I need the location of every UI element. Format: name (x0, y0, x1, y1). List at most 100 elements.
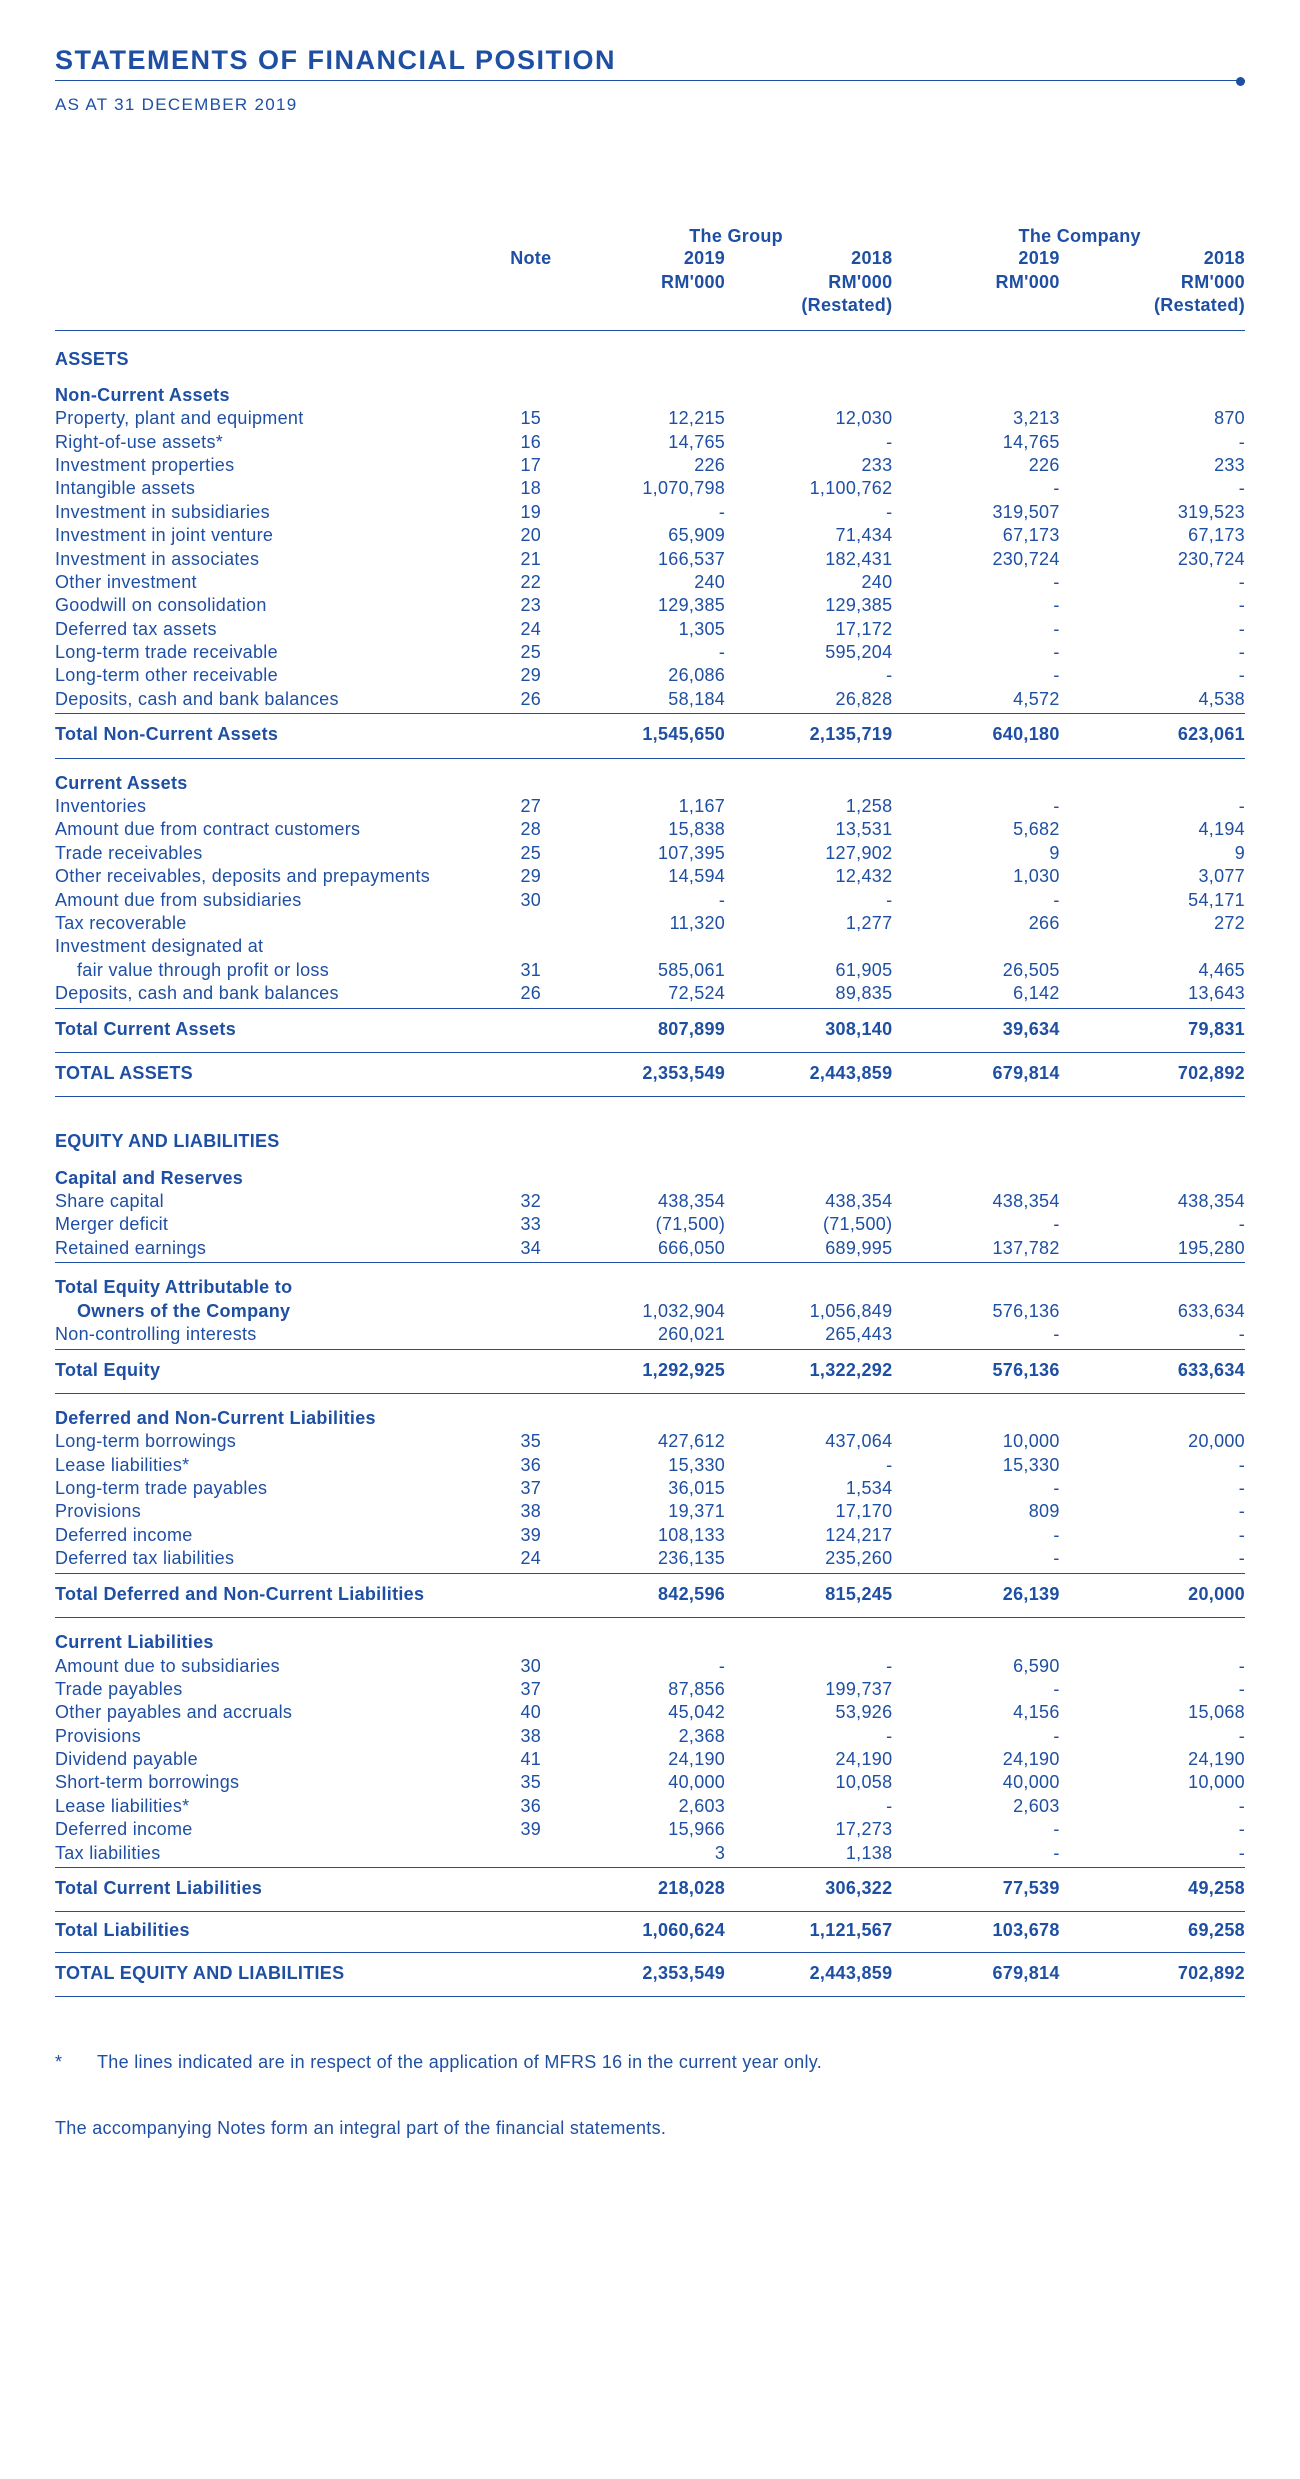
nci-label: Non-controlling interests (55, 1323, 486, 1346)
row-g18: 240 (743, 571, 910, 594)
total-eql-label: TOTAL EQUITY AND LIABILITIES (55, 1952, 486, 1994)
table-row: Goodwill on consolidation23129,385129,38… (55, 594, 1245, 617)
row-g19: 1,305 (576, 617, 743, 640)
row-c18: - (1078, 617, 1245, 640)
table-row: Right-of-use assets*1614,765-14,765- (55, 430, 1245, 453)
ca-last-label: Deposits, cash and bank balances (55, 982, 486, 1005)
row-g19: 40,000 (576, 1771, 743, 1794)
row-c19: - (910, 641, 1077, 664)
row-note: 35 (486, 1771, 576, 1794)
row-note: 26 (486, 688, 576, 711)
table-row: Long-term borrowings35427,612437,06410,0… (55, 1430, 1245, 1453)
row-g19: 45,042 (576, 1701, 743, 1724)
row-c18: - (1078, 1724, 1245, 1747)
row-c19: - (910, 795, 1077, 818)
row-c18: - (1078, 1454, 1245, 1477)
total-liab-label: Total Liabilities (55, 1912, 486, 1950)
row-g18: 437,064 (743, 1430, 910, 1453)
table-row: Other investment22240240-- (55, 571, 1245, 594)
row-c18: - (1078, 571, 1245, 594)
row-g19: 87,856 (576, 1678, 743, 1701)
row-label: Long-term other receivable (55, 664, 486, 687)
inv-designated-line2: fair value through profit or loss (55, 959, 486, 982)
row-label: Share capital (55, 1190, 486, 1213)
assets-header: ASSETS (55, 330, 1245, 371)
row-c19: 266 (910, 912, 1077, 935)
row-g19: 14,594 (576, 865, 743, 888)
row-note: 17 (486, 454, 576, 477)
footnotes: * The lines indicated are in respect of … (55, 2052, 1245, 2139)
row-g18: - (743, 430, 910, 453)
row-note (486, 1841, 576, 1864)
row-c18: - (1078, 594, 1245, 617)
row-note: 39 (486, 1818, 576, 1841)
row-label: Short-term borrowings (55, 1771, 486, 1794)
table-row: Tax recoverable11,3201,277266272 (55, 912, 1245, 935)
cl-rows: Amount due to subsidiaries30--6,590-Trad… (55, 1654, 1245, 1864)
row-c18: 24,190 (1078, 1748, 1245, 1771)
row-c18: 4,538 (1078, 688, 1245, 711)
table-row: Investment in subsidiaries19--319,507319… (55, 501, 1245, 524)
table-row: Amount due from contract customers2815,8… (55, 818, 1245, 841)
row-label: Amount due from subsidiaries (55, 888, 486, 911)
financial-table: The Group The Company Note 2019 2018 201… (55, 225, 1245, 1997)
row-label: Tax recoverable (55, 912, 486, 935)
row-c19: 24,190 (910, 1748, 1077, 1771)
row-c19: 9 (910, 842, 1077, 865)
col-g18: 2018 (743, 247, 910, 270)
row-label: Deferred income (55, 1524, 486, 1547)
row-label: Long-term trade receivable (55, 641, 486, 664)
row-c19: - (910, 888, 1077, 911)
row-note: 23 (486, 594, 576, 617)
row-g18: 129,385 (743, 594, 910, 617)
row-c18: - (1078, 477, 1245, 500)
row-c19: - (910, 571, 1077, 594)
table-row: Provisions3819,37117,170809- (55, 1500, 1245, 1523)
row-g19: 1,167 (576, 795, 743, 818)
row-g18: 182,431 (743, 547, 910, 570)
row-g18: 12,432 (743, 865, 910, 888)
company-header: The Company (910, 225, 1245, 247)
page-subtitle: AS AT 31 DECEMBER 2019 (55, 95, 1245, 115)
row-note: 38 (486, 1500, 576, 1523)
row-c19: 438,354 (910, 1190, 1077, 1213)
row-g18: - (743, 1724, 910, 1747)
inv-designated-line1: Investment designated at (55, 935, 486, 958)
row-c18: 9 (1078, 842, 1245, 865)
row-label: Right-of-use assets* (55, 430, 486, 453)
row-g19: 3 (576, 1841, 743, 1864)
eql-header: EQUITY AND LIABILITIES (55, 1113, 1245, 1153)
row-g19: 15,838 (576, 818, 743, 841)
table-row: Lease liabilities*362,603-2,603- (55, 1795, 1245, 1818)
row-g19: 15,966 (576, 1818, 743, 1841)
row-c18: - (1078, 430, 1245, 453)
row-g19: 240 (576, 571, 743, 594)
table-row: Amount due from subsidiaries30---54,171 (55, 888, 1245, 911)
table-row: Investment properties17226233226233 (55, 454, 1245, 477)
row-g18: - (743, 664, 910, 687)
row-c18: 3,077 (1078, 865, 1245, 888)
row-g19: - (576, 641, 743, 664)
title-rule (55, 80, 1245, 81)
row-c19: 14,765 (910, 430, 1077, 453)
row-c18: - (1078, 1547, 1245, 1570)
row-label: Dividend payable (55, 1748, 486, 1771)
row-g18: 17,273 (743, 1818, 910, 1841)
table-row: Deferred tax liabilities24236,135235,260… (55, 1547, 1245, 1570)
row-g19: - (576, 501, 743, 524)
table-row: Investment in associates21166,537182,431… (55, 547, 1245, 570)
table-row: Deferred tax assets241,30517,172-- (55, 617, 1245, 640)
row-c19: 67,173 (910, 524, 1077, 547)
row-note (486, 912, 576, 935)
row-c19: 4,572 (910, 688, 1077, 711)
row-c18: - (1078, 664, 1245, 687)
row-label: Investment in associates (55, 547, 486, 570)
row-g18: - (743, 1795, 910, 1818)
row-c19: 6,590 (910, 1654, 1077, 1677)
row-c18: 20,000 (1078, 1430, 1245, 1453)
row-c18: - (1078, 1841, 1245, 1864)
row-note: 25 (486, 842, 576, 865)
group-header: The Group (576, 225, 911, 247)
row-g19: 58,184 (576, 688, 743, 711)
row-label: Trade receivables (55, 842, 486, 865)
